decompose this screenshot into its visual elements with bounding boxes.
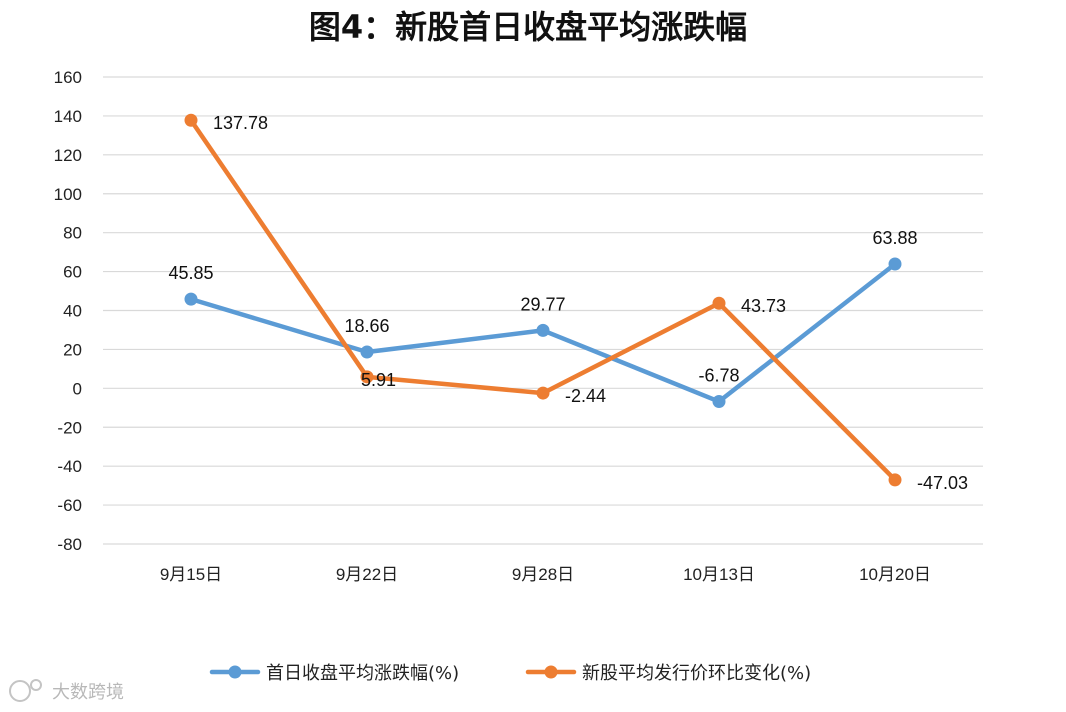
watermark-logo-icon	[9, 680, 31, 702]
data-point	[184, 113, 198, 127]
data-label: 18.66	[344, 316, 389, 336]
y-tick-label: -40	[57, 457, 82, 476]
chart-title: 图4：新股首日收盘平均涨跌幅	[309, 8, 747, 46]
data-label: -2.44	[565, 386, 606, 406]
y-tick-label: 160	[54, 68, 82, 87]
legend-label: 新股平均发行价环比变化(%)	[582, 663, 811, 684]
x-tick-label: 9月22日	[336, 565, 398, 584]
y-tick-label: 0	[73, 379, 82, 398]
data-point	[536, 323, 550, 337]
data-label: 29.77	[520, 294, 565, 314]
x-tick-label: 10月13日	[683, 565, 755, 584]
x-tick-label: 9月15日	[160, 565, 222, 584]
y-tick-label: -20	[57, 418, 82, 437]
data-label: 63.88	[872, 228, 917, 248]
x-tick-label: 9月28日	[512, 565, 574, 584]
y-tick-label: 60	[63, 263, 82, 282]
data-labels: 45.85 18.66 29.77 -6.78 63.88 137.78 5.91 -2.44…	[168, 113, 968, 493]
watermark-logo-dot	[30, 679, 42, 691]
y-tick-label: 80	[63, 224, 82, 243]
data-label: -47.03	[917, 473, 968, 493]
x-axis-ticks: 9月15日 9月22日 9月28日 10月13日 10月20日	[160, 565, 931, 584]
y-axis-ticks: 160 140 120 100 80 60 40 20 0 -20 -40 -60 -80	[54, 68, 82, 554]
legend-marker	[544, 665, 558, 679]
data-label: 137.78	[213, 113, 268, 133]
y-tick-label: 120	[54, 146, 82, 165]
y-tick-label: -60	[57, 496, 82, 515]
data-point	[712, 395, 726, 409]
data-label: 45.85	[168, 263, 213, 283]
data-label: -6.78	[698, 366, 739, 386]
legend: 首日收盘平均涨跌幅(%) 新股平均发行价环比变化(%)	[209, 663, 811, 684]
data-point	[712, 296, 726, 310]
y-tick-label: 140	[54, 107, 82, 126]
data-point	[536, 386, 550, 400]
data-label: 43.73	[741, 296, 786, 316]
x-tick-label: 10月20日	[859, 565, 931, 584]
data-point	[184, 292, 198, 306]
y-tick-label: -80	[57, 535, 82, 554]
grid-layer	[103, 76, 983, 545]
legend-marker	[228, 665, 242, 679]
watermark-text: 大数跨境	[52, 682, 124, 703]
data-point	[888, 257, 902, 271]
data-point	[360, 345, 374, 359]
y-tick-label: 40	[63, 302, 82, 321]
y-tick-label: 100	[54, 185, 82, 204]
y-tick-label: 20	[63, 340, 82, 359]
legend-label: 首日收盘平均涨跌幅(%)	[266, 663, 459, 684]
series-layer	[184, 113, 902, 487]
watermark: 大数跨境	[9, 679, 124, 703]
data-point	[888, 473, 902, 487]
data-point	[360, 370, 374, 384]
data-label: 5.91	[361, 370, 396, 390]
